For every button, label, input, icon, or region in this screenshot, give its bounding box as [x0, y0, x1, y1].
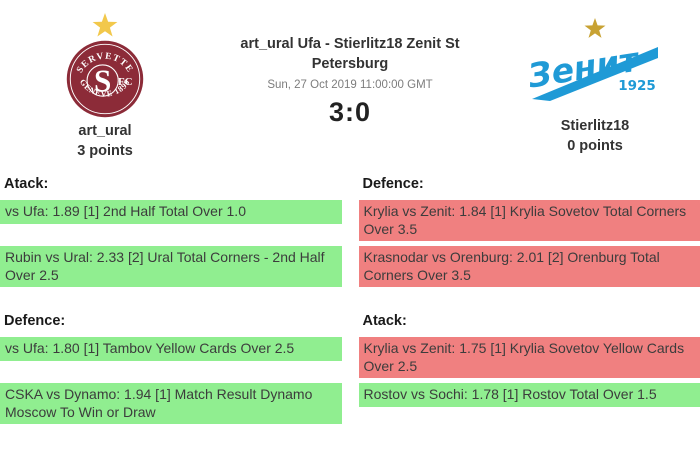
bet-cell: Rostov vs Sochi: 1.78 [1] Rostov Total O… [358, 383, 700, 407]
match-title: art_ural Ufa - Stierlitz18 Zenit St Pete… [240, 36, 460, 72]
servette-crest-icon: SERVETTE GENEVE 1890 S FC [66, 40, 144, 118]
home-champion-star-icon [90, 13, 120, 39]
away-team-block: Зенит 1925 Stierlitz18 0 points [490, 13, 700, 155]
home-team-name: art_ural [78, 123, 132, 139]
section1-left-heading: Atack: [4, 176, 49, 193]
section1-right-heading: Defence: [362, 176, 424, 193]
away-team-name: Stierlitz18 [560, 118, 630, 134]
bet-cell: Rubin vs Ural: 2.33 [2] Ural Total Corne… [0, 246, 342, 288]
away-team-points: 0 points [567, 138, 623, 155]
match-header: SERVETTE GENEVE 1890 S FC art_ural 3 poi… [0, 0, 700, 160]
match-info-block: art_ural Ufa - Stierlitz18 Zenit St Pete… [210, 13, 490, 128]
bet-cell: Krylia vs Zenit: 1.75 [1] Krylia Sovetov… [358, 337, 700, 379]
zenit-year-text: 1925 [618, 78, 656, 94]
bets-report: Atack: Defence: vs Ufa: 1.89 [1] 2nd Hal… [0, 176, 700, 425]
bet-cell: vs Ufa: 1.89 [1] 2nd Half Total Over 1.0 [0, 200, 342, 224]
match-score: 3:0 [328, 97, 372, 128]
section2-right-heading: Atack: [362, 313, 407, 330]
bet-section-1: Atack: Defence: vs Ufa: 1.89 [1] 2nd Hal… [0, 176, 700, 288]
home-team-block: SERVETTE GENEVE 1890 S FC art_ural 3 poi… [0, 13, 210, 160]
servette-center-letter: S [94, 63, 111, 98]
servette-fc-suffix: FC [118, 76, 133, 88]
zenit-crest-icon: Зенит 1925 [524, 18, 658, 101]
match-kickoff-time: Sun, 27 Oct 2019 11:00:00 GMT [267, 79, 433, 92]
home-team-points: 3 points [77, 143, 133, 160]
bet-cell: Krylia vs Zenit: 1.84 [1] Krylia Sovetov… [358, 200, 700, 242]
section2-left-heading: Defence: [4, 313, 66, 330]
bet-cell: CSKA vs Dynamo: 1.94 [1] Match Result Dy… [0, 383, 342, 425]
bet-cell: Krasnodar vs Orenburg: 2.01 [2] Orenburg… [358, 246, 700, 288]
bet-section-2: Defence: Atack: vs Ufa: 1.80 [1] Tambov … [0, 313, 700, 425]
bet-cell: vs Ufa: 1.80 [1] Tambov Yellow Cards Ove… [0, 337, 342, 361]
